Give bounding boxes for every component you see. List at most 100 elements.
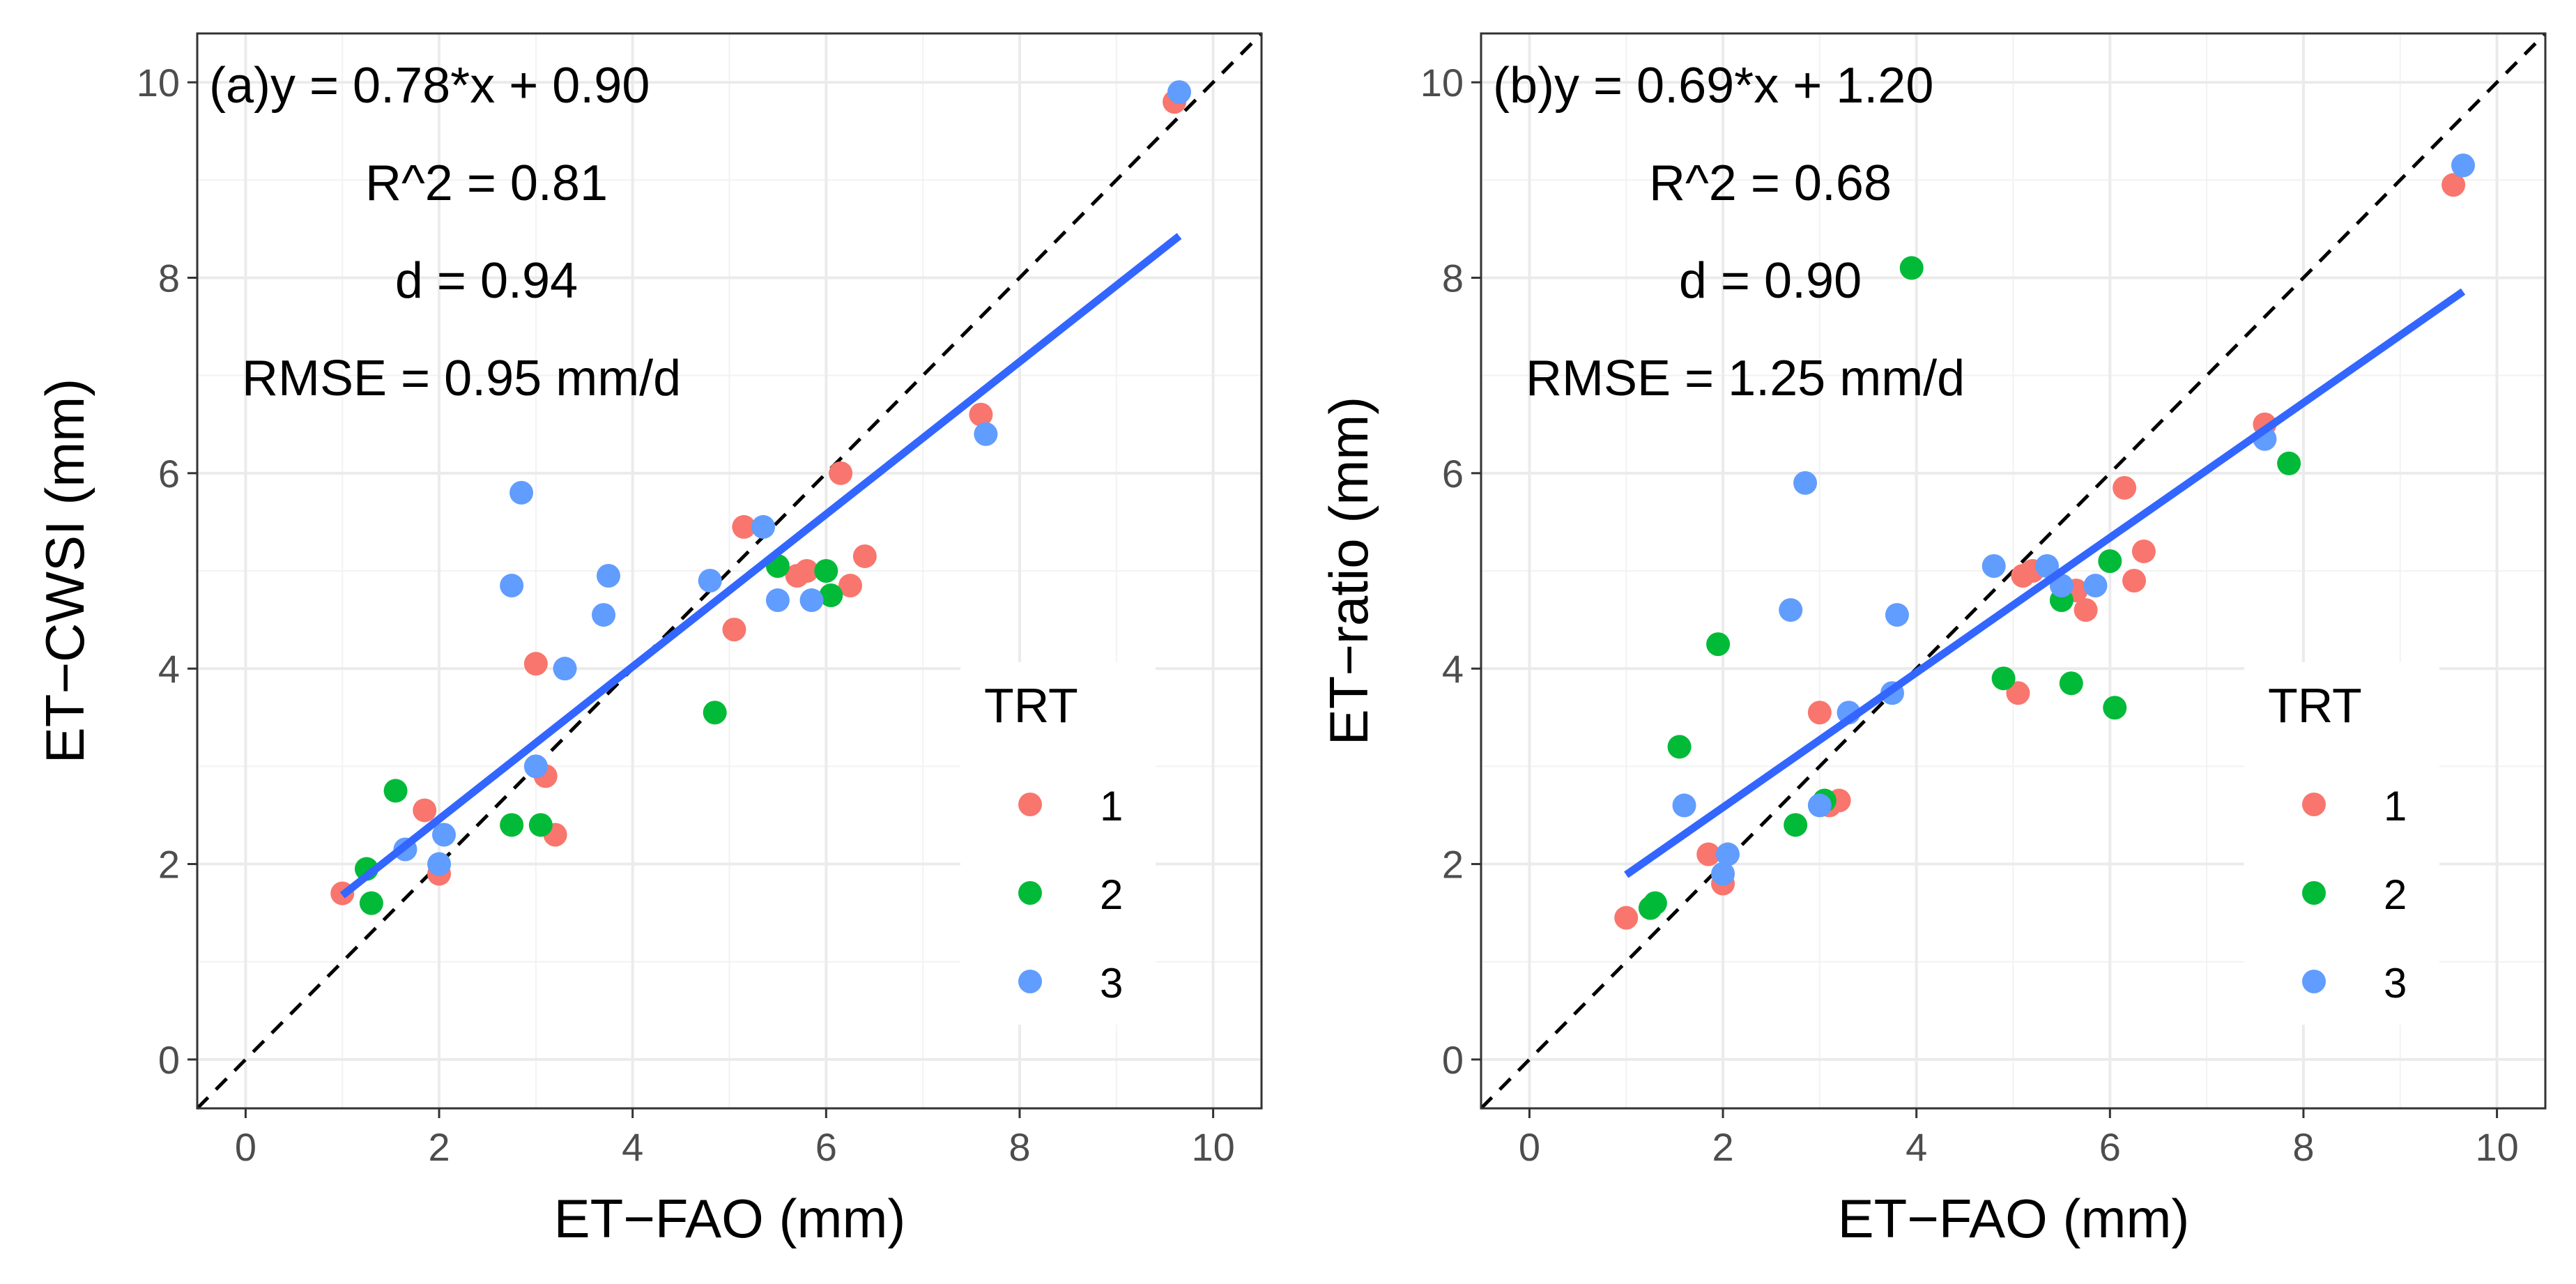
data-point-trt2 bbox=[383, 779, 408, 803]
data-point-trt1 bbox=[2113, 475, 2137, 500]
data-point-trt2 bbox=[2277, 451, 2301, 475]
annotation-d: d = 0.90 bbox=[1679, 253, 1862, 309]
data-point-trt3 bbox=[431, 823, 456, 847]
data-point-trt3 bbox=[698, 569, 722, 593]
panel-a-x-axis: 0 2 4 6 8 10 bbox=[235, 1108, 1235, 1169]
data-point-trt1 bbox=[2441, 173, 2466, 197]
panel-a-y-axis: 0 2 4 6 8 10 bbox=[137, 61, 197, 1082]
data-point-trt2 bbox=[1899, 256, 1924, 280]
legend-title: TRT bbox=[2268, 678, 2362, 733]
x-tick-label: 10 bbox=[1191, 1125, 1234, 1169]
legend-label-trt2: 2 bbox=[2384, 871, 2407, 918]
data-point-trt3 bbox=[1779, 598, 1803, 622]
panel-a-fit bbox=[339, 233, 1182, 899]
data-point-trt2 bbox=[1667, 735, 1692, 759]
legend-label-trt2: 2 bbox=[1100, 871, 1123, 918]
legend-title: TRT bbox=[984, 678, 1078, 733]
x-tick-label: 8 bbox=[2292, 1125, 2314, 1169]
legend-label-trt3: 3 bbox=[1100, 960, 1123, 1007]
data-point-trt1 bbox=[1696, 842, 1721, 866]
data-point-trt3 bbox=[1167, 80, 1192, 105]
y-tick-label: 8 bbox=[158, 256, 180, 300]
data-point-trt2 bbox=[528, 813, 553, 837]
annotation-d: d = 0.94 bbox=[395, 253, 578, 309]
panel-a: (a)y = 0.78*x + 0.90 R^2 = 0.81 d = 0.94… bbox=[34, 32, 1263, 1249]
panel-b: (b)y = 0.69*x + 1.20 R^2 = 0.68 d = 0.90… bbox=[1318, 32, 2547, 1249]
legend-key-trt1 bbox=[1018, 793, 1042, 816]
data-point-trt3 bbox=[2083, 574, 2108, 598]
legend-key-trt1 bbox=[2302, 793, 2326, 816]
annotation-equation: (b)y = 0.69*x + 1.20 bbox=[1493, 58, 1933, 114]
x-tick-label: 2 bbox=[1712, 1125, 1733, 1169]
data-point-trt2 bbox=[703, 701, 727, 725]
x-tick-label: 4 bbox=[1906, 1125, 1927, 1169]
data-point-trt3 bbox=[1885, 603, 1909, 627]
y-tick-label: 4 bbox=[1442, 647, 1464, 691]
y-tick-label: 0 bbox=[1442, 1038, 1464, 1082]
data-point-trt3 bbox=[596, 564, 620, 588]
legend-background bbox=[960, 662, 1156, 1025]
data-point-trt3 bbox=[765, 588, 790, 613]
panel-b-annotations: (b)y = 0.69*x + 1.20 R^2 = 0.68 d = 0.90… bbox=[1493, 58, 1965, 406]
y-tick-label: 10 bbox=[137, 61, 180, 105]
data-point-trt1 bbox=[838, 574, 863, 598]
regression-line bbox=[339, 233, 1182, 899]
data-point-trt3 bbox=[500, 574, 524, 598]
x-tick-label: 0 bbox=[235, 1125, 256, 1169]
x-tick-label: 4 bbox=[622, 1125, 643, 1169]
data-point-trt3 bbox=[1981, 553, 2006, 578]
legend-label-trt1: 1 bbox=[1100, 783, 1123, 830]
panel-a-annotations: (a)y = 0.78*x + 0.90 R^2 = 0.81 d = 0.94… bbox=[209, 58, 681, 406]
panel-a-x-label: ET−FAO (mm) bbox=[554, 1188, 906, 1249]
x-tick-label: 0 bbox=[1519, 1125, 1540, 1169]
y-tick-label: 2 bbox=[1442, 843, 1464, 887]
panel-a-one-to-one bbox=[196, 32, 1263, 1110]
regression-line bbox=[1624, 288, 2466, 878]
data-point-trt2 bbox=[1784, 813, 1808, 837]
panel-b-x-label: ET−FAO (mm) bbox=[1838, 1188, 2190, 1249]
x-tick-label: 2 bbox=[428, 1125, 450, 1169]
panel-b-y-label: ET−ratio (mm) bbox=[1318, 397, 1379, 746]
data-point-trt1 bbox=[2131, 539, 2156, 563]
data-point-trt2 bbox=[819, 583, 843, 608]
legend-key-trt3 bbox=[1018, 970, 1042, 993]
data-point-trt3 bbox=[799, 588, 824, 613]
data-point-trt3 bbox=[2035, 553, 2060, 578]
data-point-trt3 bbox=[751, 514, 776, 539]
panel-b-border bbox=[1480, 32, 2547, 1110]
data-point-trt1 bbox=[1807, 701, 1832, 725]
annotation-r2: R^2 = 0.81 bbox=[365, 155, 608, 211]
data-point-trt1 bbox=[2006, 681, 2030, 705]
annotation-equation: (a)y = 0.78*x + 0.90 bbox=[209, 58, 650, 114]
panel-a-border bbox=[196, 32, 1263, 1110]
panel-b-y-axis: 0 2 4 6 8 10 bbox=[1420, 61, 1481, 1082]
data-point-trt1 bbox=[852, 544, 877, 568]
data-point-trt1 bbox=[2122, 569, 2147, 593]
data-point-trt2 bbox=[1706, 632, 1731, 657]
data-point-trt1 bbox=[1614, 905, 1639, 930]
data-point-trt3 bbox=[1672, 793, 1696, 818]
y-tick-label: 10 bbox=[1420, 61, 1464, 105]
data-point-trt3 bbox=[427, 852, 452, 876]
panel-b-legend: TRT 1 2 3 bbox=[2244, 662, 2439, 1025]
panel-a-legend: TRT 1 2 3 bbox=[960, 662, 1156, 1025]
y-tick-label: 0 bbox=[158, 1038, 180, 1082]
data-point-trt1 bbox=[969, 402, 993, 427]
data-point-trt1 bbox=[523, 652, 548, 676]
data-point-trt3 bbox=[553, 657, 577, 681]
panel-a-y-label: ET−CWSI (mm) bbox=[34, 379, 95, 763]
panel-b-points bbox=[1614, 153, 2476, 930]
data-point-trt3 bbox=[1715, 842, 1740, 866]
y-tick-label: 6 bbox=[1442, 452, 1464, 496]
panel-b-x-axis: 0 2 4 6 8 10 bbox=[1519, 1108, 2519, 1169]
annotation-rmse: RMSE = 1.25 mm/d bbox=[1526, 351, 1965, 406]
data-point-trt2 bbox=[500, 813, 524, 837]
x-tick-label: 6 bbox=[2099, 1125, 2121, 1169]
y-tick-label: 2 bbox=[158, 843, 180, 887]
data-point-trt1 bbox=[722, 618, 746, 642]
data-point-trt2 bbox=[1643, 891, 1667, 915]
data-point-trt1 bbox=[829, 461, 853, 485]
data-point-trt3 bbox=[1807, 793, 1832, 818]
data-point-trt2 bbox=[2059, 671, 2083, 696]
